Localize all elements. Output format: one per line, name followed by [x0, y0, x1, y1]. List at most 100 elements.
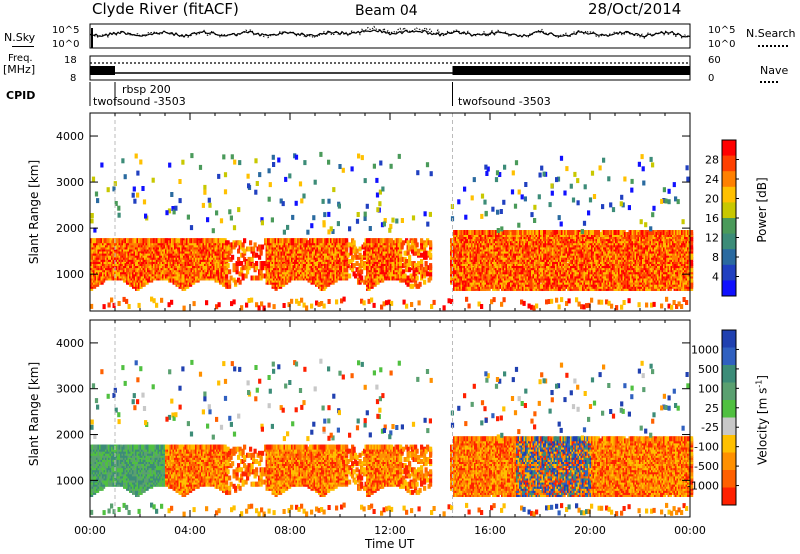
data-cell	[238, 279, 242, 285]
data-cell	[241, 265, 245, 271]
data-cell	[420, 263, 424, 269]
data-cell	[253, 242, 257, 248]
data-cell	[352, 263, 356, 269]
data-cell	[249, 240, 253, 246]
data-cell	[358, 246, 362, 252]
data-cell	[358, 252, 362, 258]
data-cell	[415, 242, 419, 248]
data-cell	[355, 261, 359, 266]
data-cell	[255, 261, 259, 266]
data-cell	[351, 254, 355, 260]
nsky-underline	[12, 46, 34, 47]
data-cell	[244, 273, 248, 279]
data-cell	[261, 265, 265, 271]
data-cell	[237, 248, 241, 254]
data-cell	[235, 265, 239, 271]
nave-dotted	[760, 81, 778, 83]
data-cell	[237, 256, 241, 262]
beam-title: Beam 04	[355, 3, 418, 19]
nave-tick-bottom: 0	[708, 73, 715, 84]
data-cell	[258, 254, 262, 260]
data-cell	[234, 279, 238, 285]
data-cell	[420, 238, 424, 244]
data-cell	[414, 238, 418, 244]
data-cell	[360, 269, 364, 275]
nave-label: Nave	[760, 64, 789, 77]
data-cell	[231, 254, 235, 260]
data-cell	[414, 246, 418, 252]
data-cell	[357, 269, 361, 275]
data-cell	[348, 242, 352, 248]
data-cell	[363, 250, 367, 256]
data-cell	[232, 267, 236, 273]
freq-block	[452, 66, 690, 75]
data-cell	[403, 273, 407, 279]
data-cell	[429, 263, 433, 269]
data-cell	[400, 277, 404, 283]
data-cell	[415, 275, 419, 281]
data-cell	[405, 259, 409, 264]
data-cell	[402, 269, 406, 275]
data-cell	[360, 275, 364, 281]
date-title: 28/Oct/2014	[588, 0, 682, 18]
data-cell	[235, 261, 239, 266]
data-cell	[352, 240, 356, 246]
noise-tick-left-bottom: 10^0	[52, 39, 80, 50]
data-cell	[424, 242, 428, 248]
data-cell	[229, 275, 233, 281]
noise-search-series	[89, 25, 690, 40]
noise-sky-series	[89, 28, 691, 38]
data-cell	[406, 281, 410, 287]
data-cell	[426, 271, 430, 277]
data-cell	[250, 256, 254, 262]
data-cell	[228, 279, 232, 285]
data-cell	[235, 269, 239, 275]
data-cell	[228, 283, 232, 289]
noise-tick-right-top: 10^5	[708, 25, 736, 36]
data-cell	[406, 240, 410, 246]
data-cell	[429, 240, 433, 246]
nsky-label: N.Sky	[4, 31, 36, 44]
data-cell	[258, 244, 262, 250]
data-cell	[477, 252, 481, 258]
freq-block	[90, 66, 115, 75]
freq-tick-bottom: 8	[70, 73, 77, 84]
freq-unit: [MHz]	[3, 63, 36, 76]
data-cell	[255, 252, 259, 258]
data-cell	[429, 271, 433, 277]
data-cell	[408, 267, 412, 273]
data-cell	[424, 265, 428, 271]
data-cell	[355, 248, 359, 254]
noise-tick-left-top: 10^5	[52, 25, 80, 36]
data-cell	[355, 254, 359, 260]
data-cell	[243, 248, 247, 254]
data-cell	[241, 273, 245, 279]
data-cell	[175, 238, 179, 244]
data-cell	[420, 252, 424, 258]
data-cell	[238, 240, 242, 246]
data-cell	[424, 250, 428, 256]
cpid-entry: rbsp 200	[122, 83, 171, 96]
data-cell	[418, 281, 422, 287]
data-cell	[406, 250, 410, 256]
data-cell	[349, 250, 353, 256]
data-cell	[424, 254, 428, 260]
data-cell	[255, 265, 259, 271]
data-cell	[348, 273, 352, 279]
data-cell	[246, 269, 250, 275]
nsearch-dotted	[758, 45, 788, 47]
data-cell	[417, 248, 421, 254]
cpid-label: CPID	[6, 89, 36, 102]
data-cell	[346, 252, 350, 258]
nave-tick-top: 60	[708, 55, 721, 66]
data-cell	[351, 267, 355, 273]
data-cell	[333, 238, 337, 244]
data-cell	[226, 263, 230, 269]
data-cell	[229, 248, 233, 254]
data-cell	[411, 244, 415, 250]
data-cell	[399, 261, 403, 266]
data-cell	[240, 261, 244, 266]
power-cells	[90, 151, 694, 311]
data-cell	[261, 244, 265, 250]
